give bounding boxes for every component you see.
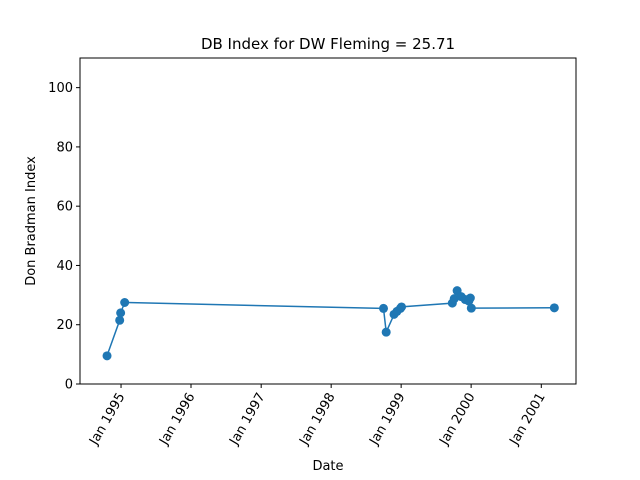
data-point <box>115 315 125 325</box>
y-tick-label: 20 <box>56 318 73 333</box>
chart-title: DB Index for DW Fleming = 25.71 <box>201 35 455 53</box>
data-point <box>465 293 475 303</box>
y-tick-label: 0 <box>65 378 73 393</box>
x-axis-label: Date <box>312 459 343 474</box>
data-point <box>379 303 389 313</box>
x-tick-label: Jan 1998 <box>297 391 339 449</box>
y-tick-label: 40 <box>56 259 73 274</box>
data-point <box>120 298 130 307</box>
y-tick-label: 60 <box>56 200 73 215</box>
x-tick-label: Jan 1995 <box>86 391 128 449</box>
y-axis: 0 20 40 60 80 100 <box>48 81 80 393</box>
data-point <box>116 308 126 318</box>
x-tick-label: Jan 2001 <box>507 391 549 449</box>
data-point <box>466 303 476 313</box>
y-axis-label: Don Bradman Index <box>24 156 39 286</box>
plot-area <box>102 286 559 361</box>
data-point <box>449 294 459 304</box>
x-tick-label: Jan 1997 <box>227 391 269 449</box>
y-tick-label: 80 <box>56 140 73 155</box>
data-point <box>397 302 407 312</box>
x-tick-label: Jan 2000 <box>436 391 478 449</box>
x-axis: Jan 1995 Jan 1996 Jan 1997 Jan 1998 Jan 1999… <box>86 384 549 449</box>
x-tick-label: Jan 1996 <box>156 391 198 449</box>
data-point <box>549 303 559 313</box>
data-point <box>102 351 112 361</box>
data-point <box>381 327 391 337</box>
y-tick-label: 100 <box>48 81 73 96</box>
x-tick-label: Jan 1999 <box>366 391 408 449</box>
series-line <box>106 288 555 357</box>
axes-frame <box>79 57 577 385</box>
